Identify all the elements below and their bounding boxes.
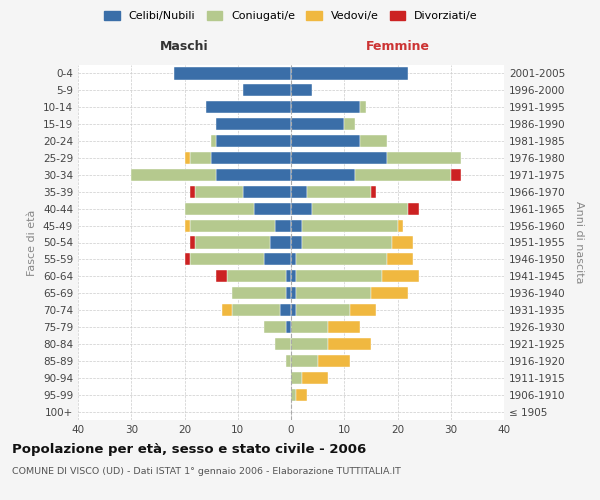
Bar: [275, 338, 291, 350]
Bar: [291, 236, 302, 248]
Bar: [313, 202, 408, 215]
Bar: [307, 186, 371, 198]
Bar: [190, 236, 195, 248]
Bar: [291, 135, 360, 147]
Bar: [291, 338, 328, 350]
Bar: [350, 304, 376, 316]
Text: Popolazione per età, sesso e stato civile - 2006: Popolazione per età, sesso e stato civil…: [12, 442, 366, 456]
Bar: [217, 135, 291, 147]
Bar: [291, 220, 302, 232]
Bar: [296, 287, 371, 300]
Bar: [211, 135, 217, 147]
Bar: [291, 388, 296, 400]
Bar: [286, 287, 291, 300]
Bar: [328, 338, 371, 350]
Bar: [296, 388, 307, 400]
Bar: [382, 270, 419, 282]
Text: Femmine: Femmine: [365, 40, 430, 53]
Text: Maschi: Maschi: [160, 40, 209, 53]
Bar: [360, 135, 387, 147]
Bar: [392, 236, 413, 248]
Bar: [270, 236, 291, 248]
Bar: [291, 84, 313, 96]
Bar: [291, 152, 387, 164]
Bar: [291, 254, 296, 266]
Bar: [206, 101, 291, 114]
Bar: [291, 118, 344, 130]
Bar: [291, 304, 296, 316]
Bar: [302, 236, 392, 248]
Bar: [291, 270, 296, 282]
Bar: [227, 270, 286, 282]
Bar: [291, 68, 408, 80]
Bar: [217, 270, 227, 282]
Bar: [286, 321, 291, 333]
Bar: [190, 152, 211, 164]
Bar: [296, 304, 350, 316]
Bar: [344, 118, 355, 130]
Bar: [174, 68, 291, 80]
Bar: [243, 186, 291, 198]
Bar: [296, 270, 382, 282]
Y-axis label: Fasce di età: Fasce di età: [28, 210, 37, 276]
Bar: [302, 220, 398, 232]
Bar: [408, 202, 419, 215]
Bar: [296, 254, 387, 266]
Bar: [185, 152, 190, 164]
Bar: [232, 287, 286, 300]
Bar: [291, 101, 360, 114]
Bar: [398, 220, 403, 232]
Bar: [185, 254, 190, 266]
Bar: [254, 202, 291, 215]
Bar: [302, 372, 328, 384]
Bar: [291, 321, 328, 333]
Bar: [195, 186, 243, 198]
Bar: [286, 354, 291, 367]
Bar: [291, 169, 355, 181]
Legend: Celibi/Nubili, Coniugati/e, Vedovi/e, Divorziati/e: Celibi/Nubili, Coniugati/e, Vedovi/e, Di…: [100, 6, 482, 26]
Bar: [190, 220, 275, 232]
Bar: [211, 152, 291, 164]
Bar: [265, 254, 291, 266]
Y-axis label: Anni di nascita: Anni di nascita: [574, 201, 584, 284]
Bar: [387, 254, 413, 266]
Bar: [195, 236, 270, 248]
Bar: [185, 220, 190, 232]
Bar: [280, 304, 291, 316]
Bar: [355, 169, 451, 181]
Bar: [371, 287, 408, 300]
Bar: [265, 321, 286, 333]
Bar: [232, 304, 280, 316]
Bar: [217, 169, 291, 181]
Bar: [291, 186, 307, 198]
Text: COMUNE DI VISCO (UD) - Dati ISTAT 1° gennaio 2006 - Elaborazione TUTTITALIA.IT: COMUNE DI VISCO (UD) - Dati ISTAT 1° gen…: [12, 468, 401, 476]
Bar: [371, 186, 376, 198]
Bar: [291, 202, 313, 215]
Bar: [222, 304, 232, 316]
Bar: [190, 254, 265, 266]
Bar: [286, 270, 291, 282]
Bar: [360, 101, 365, 114]
Bar: [217, 118, 291, 130]
Bar: [131, 169, 217, 181]
Bar: [275, 220, 291, 232]
Bar: [291, 287, 296, 300]
Bar: [243, 84, 291, 96]
Bar: [451, 169, 461, 181]
Bar: [291, 372, 302, 384]
Bar: [328, 321, 360, 333]
Bar: [185, 202, 254, 215]
Bar: [317, 354, 350, 367]
Bar: [190, 186, 195, 198]
Bar: [291, 354, 317, 367]
Bar: [387, 152, 461, 164]
